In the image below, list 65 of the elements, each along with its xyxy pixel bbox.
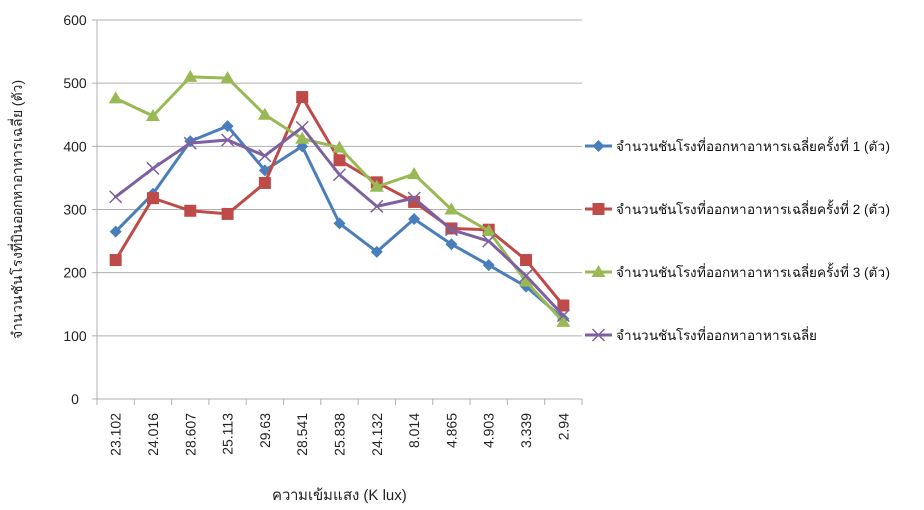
point (222, 120, 234, 132)
point (183, 70, 198, 82)
point (110, 226, 122, 238)
y-tick-label: 200 (63, 264, 87, 281)
point (184, 204, 196, 217)
point (110, 254, 122, 266)
point (295, 120, 309, 134)
point (146, 109, 160, 122)
point (108, 190, 122, 204)
point (296, 91, 308, 104)
point (258, 108, 272, 120)
point (444, 202, 458, 214)
point (519, 269, 533, 283)
point (108, 91, 123, 104)
x-tick-label: 28.541 (294, 412, 310, 456)
x-tick-label: 25.838 (332, 412, 348, 456)
y-axis-title: จำนวนชันโรงที่บินออกหาอาหารเฉลี่ย (ตัว) (8, 80, 25, 340)
point (557, 300, 570, 312)
point (482, 259, 495, 272)
x-tick-label: 3.339 (518, 412, 534, 448)
x-tick-label: 24.016 (144, 412, 161, 456)
x-tick-label: 8.014 (406, 412, 422, 448)
x-tick-label: 4.903 (480, 412, 497, 448)
legend-label: จำนวนชันโรงที่ออกหาอาหารเฉลี่ย (616, 326, 817, 343)
y-tick-label: 300 (63, 202, 87, 218)
point (334, 217, 346, 230)
x-tick-label: 24.132 (368, 412, 385, 456)
point (220, 71, 235, 84)
y-tick-label: 500 (63, 75, 87, 92)
legend-label: จำนวนชันโรงที่ออกหาอาหารเฉลี่ยครั้งที่ 1 (ตัว) (616, 136, 890, 154)
point (520, 254, 532, 266)
legend-label: จำนวนชันโรงที่ออกหาอาหารเฉลี่ยครั้งที่ 3 (ตัว) (616, 262, 890, 280)
legend-label: จำนวนชันโรงที่ออกหาอาหารเฉลี่ยครั้งที่ 2 (ตัว) (616, 199, 890, 217)
point (332, 168, 346, 182)
y-tick-label: 0 (71, 391, 80, 407)
point (258, 164, 271, 176)
x-tick-label: 23.102 (108, 412, 124, 456)
point (332, 140, 346, 153)
point (370, 200, 384, 214)
point (407, 167, 422, 180)
x-tick-label: 2.94 (555, 412, 572, 440)
point (146, 192, 159, 204)
point (370, 246, 383, 258)
point (370, 180, 384, 192)
point (482, 234, 496, 248)
x-tick-label: 4.865 (443, 412, 460, 448)
point (184, 136, 198, 150)
y-tick-label: 100 (63, 328, 87, 344)
point (445, 238, 458, 250)
y-tick-label: 600 (63, 12, 87, 28)
x-axis-title: ความเข้มแสง (K lux) (272, 487, 407, 504)
point (220, 133, 234, 147)
point (258, 176, 271, 189)
point (146, 162, 160, 176)
point (295, 132, 310, 144)
point (258, 149, 272, 163)
point (407, 191, 421, 205)
x-tick-label: 25.113 (220, 412, 236, 455)
x-tick-label: 29.63 (256, 412, 273, 448)
x-tick-label: 28.607 (182, 412, 198, 456)
point (408, 212, 420, 225)
y-tick-label: 400 (63, 138, 87, 154)
point (556, 308, 570, 322)
point (334, 154, 346, 166)
point (222, 208, 234, 220)
